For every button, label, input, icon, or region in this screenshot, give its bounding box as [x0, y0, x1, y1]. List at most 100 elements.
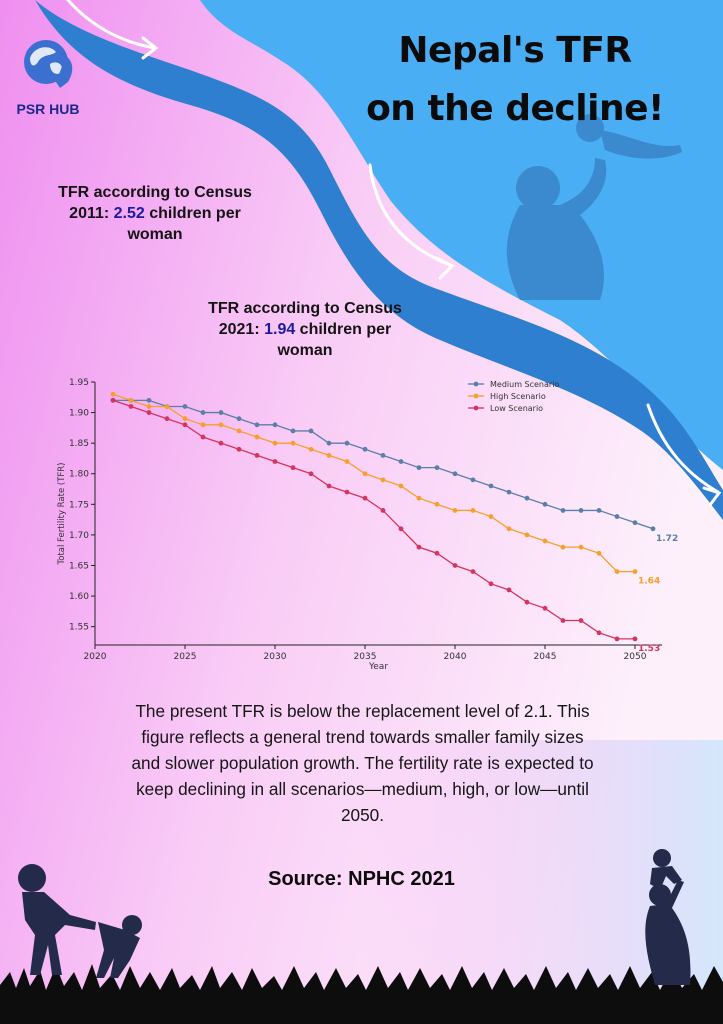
legend-marker	[473, 393, 479, 399]
data-point	[470, 477, 476, 483]
x-tick-label: 2030	[264, 652, 287, 662]
data-point	[200, 434, 206, 440]
data-point	[452, 563, 458, 568]
data-point	[308, 471, 314, 477]
data-point	[362, 446, 368, 452]
data-point	[596, 630, 602, 636]
data-point	[254, 434, 260, 440]
data-point	[470, 508, 476, 513]
data-point	[254, 422, 260, 428]
census-2021-suffix: children per woman	[277, 321, 392, 359]
data-point	[398, 483, 404, 489]
y-tick-label: 1.85	[69, 439, 89, 449]
data-point	[182, 422, 188, 428]
title-line-2: on the decline!	[366, 88, 664, 129]
data-point	[560, 508, 566, 513]
description: The present TFR is below the replacement…	[131, 701, 594, 825]
data-point	[434, 550, 440, 556]
data-point	[236, 446, 242, 452]
mother-child-silhouette	[506, 114, 682, 300]
data-point	[326, 440, 332, 446]
data-point	[272, 440, 278, 446]
data-point	[236, 428, 242, 434]
data-point	[632, 569, 638, 575]
data-point	[200, 422, 206, 428]
data-point	[218, 440, 224, 446]
data-point	[272, 422, 278, 428]
data-point	[434, 465, 440, 471]
data-point	[434, 501, 440, 507]
data-point	[614, 636, 620, 642]
data-point	[380, 452, 386, 458]
data-point	[182, 416, 188, 422]
data-point	[344, 459, 350, 464]
end-value-label: 1.72	[656, 534, 678, 544]
data-point	[380, 477, 386, 483]
x-tick-label: 2050	[624, 652, 647, 662]
data-point	[326, 483, 332, 489]
data-point	[470, 569, 476, 575]
x-tick-label: 2020	[84, 652, 107, 662]
data-point	[380, 508, 386, 513]
data-point	[182, 404, 188, 409]
x-tick-label: 2035	[354, 652, 377, 662]
data-point	[308, 446, 314, 452]
data-point	[506, 489, 512, 495]
data-point	[218, 422, 224, 428]
tfr-line-chart: 2020 2025 2030 2035 2040 2045 2050 1.55 1.60 1.65…	[57, 378, 678, 672]
data-point	[290, 465, 296, 471]
y-tick-label: 1.70	[69, 531, 89, 541]
data-point	[290, 428, 296, 434]
data-point	[452, 508, 458, 513]
data-point	[254, 452, 260, 458]
census-2011-note: TFR according to Census 2011: 2.52 child…	[50, 182, 260, 245]
data-point	[650, 526, 656, 532]
y-tick-label: 1.90	[69, 409, 89, 419]
data-point	[398, 459, 404, 464]
x-tick-label: 2040	[444, 652, 467, 662]
y-tick-label: 1.60	[69, 592, 89, 602]
census-2021-value: 1.94	[264, 321, 296, 338]
data-point	[560, 618, 566, 623]
data-point	[236, 416, 242, 422]
source-label: Source: NPHC 2021	[268, 868, 455, 890]
data-point	[326, 452, 332, 458]
census-2021-note: TFR according to Census 2021: 1.94 child…	[190, 298, 420, 361]
legend-marker	[473, 381, 479, 387]
data-point	[362, 495, 368, 501]
census-2011-value: 2.52	[113, 205, 145, 222]
data-point	[200, 410, 206, 415]
arrow-icon	[66, 0, 159, 60]
page-title: Nepal's TFR on the decline!	[330, 22, 700, 138]
data-point	[398, 526, 404, 532]
legend-label: High Scenario	[490, 392, 546, 401]
data-point	[524, 599, 530, 605]
end-value-label: 1.64	[638, 577, 660, 587]
data-point	[524, 532, 530, 538]
series-line	[112, 393, 635, 573]
data-point	[488, 514, 494, 519]
data-point	[344, 440, 350, 446]
brain-head-logo-icon	[24, 40, 73, 88]
data-point	[362, 471, 368, 477]
legend-marker	[473, 405, 479, 411]
data-point	[578, 508, 584, 513]
data-point	[146, 404, 152, 409]
y-tick-label: 1.95	[69, 378, 89, 388]
data-point	[146, 397, 152, 403]
parent-child-silhouette	[18, 864, 142, 978]
data-point	[614, 569, 620, 575]
data-point	[416, 495, 422, 501]
series-line	[112, 399, 635, 640]
data-point	[614, 514, 620, 519]
y-tick-label: 1.80	[69, 470, 89, 480]
legend-label: Medium Scenario	[490, 380, 559, 389]
census-2011-prefix: TFR according to Census 2011:	[58, 184, 252, 222]
data-point	[488, 483, 494, 489]
end-value-label: 1.53	[638, 644, 660, 654]
x-tick-label: 2045	[534, 652, 557, 662]
census-2011-suffix: children per woman	[127, 205, 241, 243]
data-point	[542, 605, 548, 611]
data-point	[452, 471, 458, 477]
data-point	[596, 550, 602, 556]
